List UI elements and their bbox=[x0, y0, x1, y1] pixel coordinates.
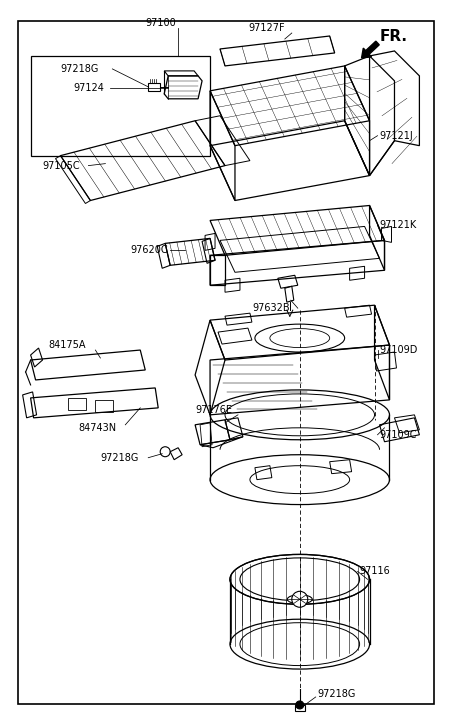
Circle shape bbox=[296, 701, 304, 709]
Text: FR.: FR. bbox=[380, 28, 408, 44]
Text: 97218G: 97218G bbox=[318, 689, 356, 699]
Text: 97116: 97116 bbox=[360, 566, 390, 577]
Ellipse shape bbox=[287, 595, 312, 603]
Bar bbox=[68, 398, 87, 410]
Bar bbox=[96, 400, 113, 412]
Text: 97218G: 97218G bbox=[61, 64, 99, 74]
Text: 97632B: 97632B bbox=[252, 303, 289, 313]
Text: 84743N: 84743N bbox=[78, 423, 116, 433]
Text: 97620C: 97620C bbox=[130, 245, 168, 255]
Circle shape bbox=[292, 591, 308, 607]
FancyArrow shape bbox=[361, 41, 379, 58]
Text: 97127F: 97127F bbox=[248, 23, 284, 33]
Text: 97100: 97100 bbox=[145, 18, 176, 28]
Text: 97109C: 97109C bbox=[380, 430, 417, 440]
Text: 97121K: 97121K bbox=[380, 220, 417, 230]
Text: 97176E: 97176E bbox=[195, 405, 232, 415]
Text: 97124: 97124 bbox=[73, 83, 104, 93]
Text: 84175A: 84175A bbox=[48, 340, 86, 350]
Text: 97105C: 97105C bbox=[43, 161, 80, 171]
Text: 97121J: 97121J bbox=[380, 131, 413, 141]
Text: 97109D: 97109D bbox=[380, 345, 418, 355]
Bar bbox=[31, 56, 210, 156]
Text: 97218G: 97218G bbox=[101, 453, 139, 462]
